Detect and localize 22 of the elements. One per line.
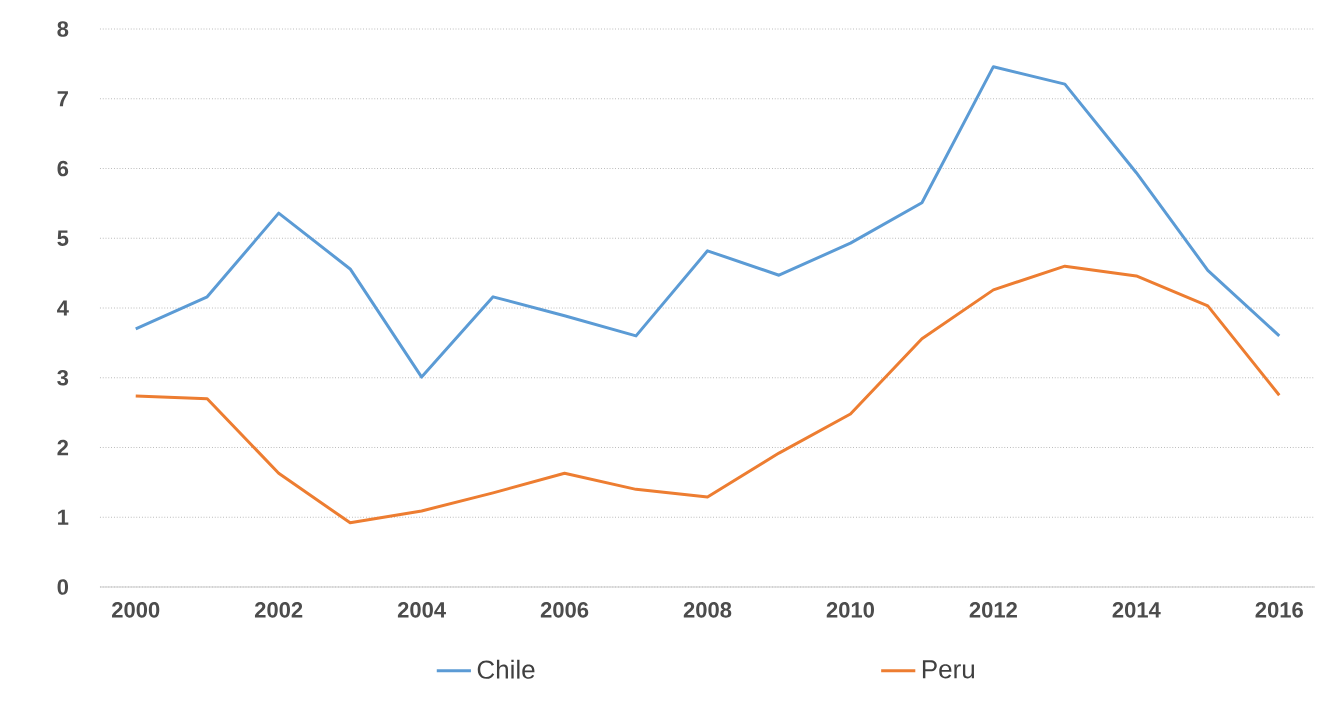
line-series xyxy=(134,65,1281,379)
y-tick-label: 8 xyxy=(57,21,69,37)
y-tick-label: 4 xyxy=(57,300,69,316)
y-tick-label: 3 xyxy=(57,369,69,386)
x-tick-label: 2002 xyxy=(254,602,303,618)
line-series xyxy=(134,264,1281,525)
legend-label: Peru xyxy=(922,660,974,679)
legend-label: Chile xyxy=(477,659,535,679)
y-tick-label: 7 xyxy=(57,91,68,107)
x-tick-label: 2006 xyxy=(540,602,589,618)
x-tick-label: 2008 xyxy=(683,602,732,618)
x-tick-label: 2004 xyxy=(397,602,446,618)
y-tick-label: 1 xyxy=(58,509,69,525)
y-tick-label: 2 xyxy=(57,439,69,456)
x-tick-label: 2012 xyxy=(969,602,1017,618)
x-tick-label: 2014 xyxy=(1112,602,1161,618)
y-tick-label: 5 xyxy=(57,230,69,246)
x-tick-label: 2016 xyxy=(1255,602,1303,618)
y-tick-label: 0 xyxy=(57,579,69,595)
x-tick-label: 2010 xyxy=(826,602,874,618)
y-tick-label: 6 xyxy=(57,160,69,177)
x-tick-label: 2000 xyxy=(112,602,160,618)
